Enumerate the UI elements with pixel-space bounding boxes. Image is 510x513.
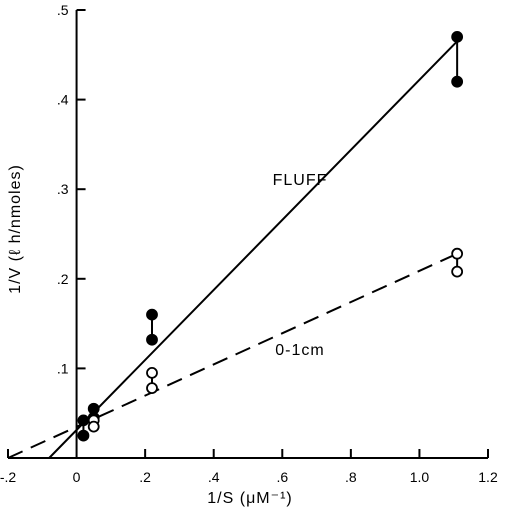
data-point-0-1cm (146, 382, 158, 395)
data-point-fluff (146, 308, 158, 321)
axis-labels: 1/S (μM⁻¹) 1/V (ℓ h/nmoles) 0 (7, 164, 292, 507)
x-tick-label-zero: 0 (73, 469, 81, 485)
x-axis-title: 1/S (μM⁻¹) (207, 490, 292, 507)
data-point-fluff (77, 429, 90, 442)
x-axis-ticks: -.2 .2 .4 .6 .8 1.0 1.2 (0, 449, 498, 485)
y-axis-ticks: .1 .2 .3 .4 .5 (57, 2, 86, 376)
data-markers (77, 30, 464, 442)
x-tick-label: .2 (139, 469, 151, 485)
y-tick-label: .2 (57, 271, 69, 287)
y-tick-label: .1 (57, 360, 69, 376)
y-axis-title: 1/V (ℓ h/nmoles) (7, 164, 24, 294)
data-point-0-1cm (451, 247, 464, 260)
y-tick-label: .4 (57, 92, 69, 108)
data-point-0-1cm (146, 366, 158, 379)
series-label-fluff: FLUFF (273, 172, 328, 189)
data-point-fluff (451, 30, 464, 43)
y-tick-label: .3 (57, 181, 69, 197)
fit-lines (7, 40, 458, 459)
series-labels: FLUFF 0-1cm (273, 172, 328, 359)
series-label-0-1cm: 0-1cm (275, 342, 324, 359)
x-tick-label: .4 (208, 469, 220, 485)
y-tick-label: .5 (57, 2, 69, 18)
x-tick-label: .6 (276, 469, 288, 485)
x-tick-label: 1.2 (478, 469, 498, 485)
x-tick-label: .8 (345, 469, 357, 485)
data-point-0-1cm (87, 420, 100, 433)
data-point-fluff (146, 333, 158, 346)
data-point-fluff (77, 414, 90, 427)
fit-line-fluff (48, 40, 458, 459)
x-tick-label: 1.0 (410, 469, 430, 485)
plot-area (8, 10, 488, 459)
fit-line-0-1cm (7, 252, 458, 459)
data-point-0-1cm (451, 265, 464, 278)
data-point-fluff (451, 75, 464, 88)
x-tick-label: -.2 (0, 469, 16, 485)
